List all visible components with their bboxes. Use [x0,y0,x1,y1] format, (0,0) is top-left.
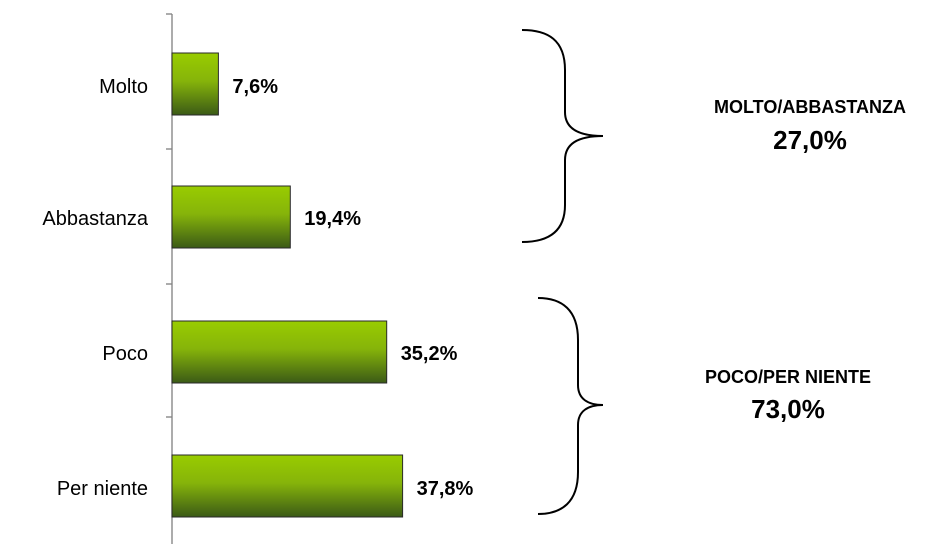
y-axis-ticks [166,13,172,418]
group-name-molto-abbastanza: MOLTO/ABBASTANZA [714,97,906,117]
data-label-per-niente: 37,8% [417,478,474,500]
data-label-abbastanza: 19,4% [304,208,361,230]
category-label-abbastanza: Abbastanza [42,208,149,230]
bar-abbastanza [171,185,291,249]
group-brace-molto-abbastanza [521,29,604,243]
bar-poco [171,320,388,384]
category-label-per-niente: Per niente [57,478,148,500]
data-label-poco: 35,2% [401,343,458,365]
group-total-molto-abbastanza: 27,0% [773,125,847,155]
group-name-poco-per-niente: POCO/PER NIENTE [705,367,871,387]
group-brace-poco-per-niente [537,297,604,515]
group-total-poco-per-niente: 73,0% [751,394,825,424]
bar-per-niente [171,454,404,518]
data-label-molto: 7,6% [232,76,278,98]
category-label-poco: Poco [102,343,148,365]
bar-molto [171,52,219,116]
category-label-molto: Molto [99,76,148,98]
